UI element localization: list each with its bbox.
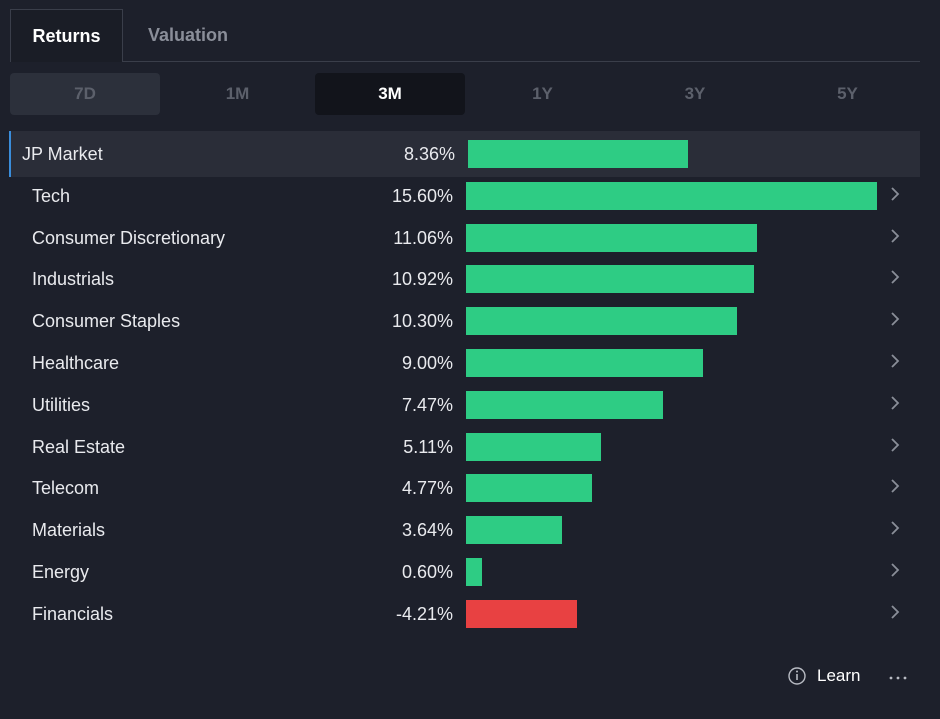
tab[interactable]: Valuation [147,25,228,45]
sector-row[interactable]: Telecom 4.77% [9,465,920,511]
sector-row[interactable]: Healthcare 9.00% [9,340,920,386]
bar [466,265,754,294]
chevron[interactable] [889,562,901,578]
sector-row[interactable]: Consumer Discretionary 11.06% [9,215,920,261]
category-label: Industrials [32,269,115,290]
category-label: Financials [32,603,114,624]
category-label: Consumer Discretionary [32,227,226,248]
period-button[interactable]: 3Y [684,84,706,103]
chevron-path [891,396,900,410]
sector-row[interactable]: Industrials 10.92% [9,256,920,302]
value-label: 8.36% [403,144,455,164]
chevron[interactable] [889,604,901,620]
period-button[interactable]: 5Y [837,84,858,103]
category-label: Telecom [32,478,100,499]
period-button[interactable]: 1Y [532,84,553,103]
category-label: Consumer Staples [32,311,181,332]
value-label: 0.60% [401,562,453,582]
sector-row[interactable]: Consumer Staples 10.30% [9,298,920,344]
chevron-path [891,228,900,243]
chevron[interactable] [889,269,901,285]
category-label: Real Estate [32,436,126,457]
value-label: 4.77% [401,478,453,499]
chevron[interactable] [889,353,901,369]
value-label: 10.92% [391,269,453,290]
value-label: 7.47% [401,394,453,415]
learn-link[interactable]: Learn [817,666,861,685]
bar [466,474,592,503]
sector-row[interactable]: Real Estate 5.11% [9,424,920,470]
bar [466,390,663,419]
category-label: JP Market [22,144,103,164]
value-label: 10.30% [391,311,453,332]
chevron[interactable] [889,311,901,327]
sector-row[interactable]: Energy 0.60% [9,549,920,595]
sector-row[interactable]: Financials -4.21% [9,591,920,637]
category-label: Materials [32,520,106,541]
category-label: Healthcare [32,353,120,373]
bar [466,432,601,461]
chevron-path [891,521,900,535]
chevron[interactable] [889,186,901,202]
chevron-path [891,270,900,285]
sector-row[interactable]: Utilities 7.47% [9,382,920,428]
chevron[interactable] [889,395,901,411]
chevron-path [891,605,900,619]
chevron[interactable] [889,437,901,453]
tab[interactable]: Returns [10,9,123,62]
chevron-path [891,187,900,201]
value-label: 3.64% [401,520,453,541]
period-button[interactable]: 1M [225,84,250,103]
sector-row[interactable]: Materials 3.64% [9,507,920,553]
chevron-path [891,479,900,494]
category-label: Tech [32,185,71,206]
category-label: Utilities [32,394,91,415]
chevron[interactable] [889,228,901,244]
value-label: 15.60% [391,185,453,206]
chevron-path [891,437,900,452]
bar [466,307,738,336]
chevron[interactable] [889,478,901,494]
bar [466,558,482,586]
sector-row[interactable]: Tech 15.60% [9,173,920,219]
bar [468,140,689,168]
bar [466,223,758,252]
value-label: 9.00% [401,353,453,373]
bar [466,181,877,210]
value-label: -4.21% [395,603,453,624]
tab-divider [123,61,920,62]
sector-row: JP Market 8.36% [9,131,920,177]
bar [466,349,704,377]
info-icon[interactable] [786,664,810,688]
chevron-path [891,563,900,577]
value-label: 11.06% [393,227,453,248]
category-label: Energy [32,562,90,582]
period-button[interactable]: 7D [10,73,160,115]
chevron-path [891,354,900,368]
bar [466,599,577,628]
value-label: 5.11% [403,436,453,457]
chevron[interactable] [889,520,901,536]
chevron-path [891,312,900,326]
bar [466,516,562,545]
period-button[interactable]: 3M [315,73,465,115]
more-menu[interactable] [886,670,910,684]
